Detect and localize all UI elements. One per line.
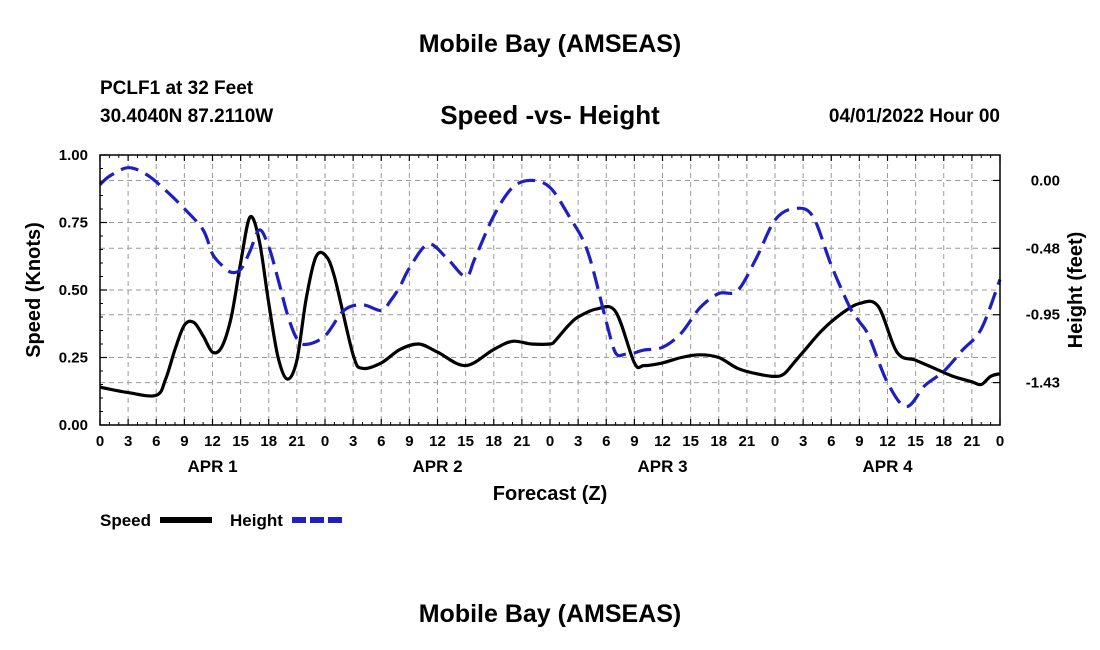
x-tick-label: 15 [907,433,924,450]
legend: Speed Height [100,511,342,530]
chart-title-bottom: Mobile Bay (AMSEAS) [418,600,682,628]
x-tick-label: 15 [232,433,249,450]
chart-subtitle: Speed -vs- Height [440,100,660,130]
x-tick-label: 6 [152,433,160,450]
height-series-line [98,166,1002,409]
x-tick-label: 0 [996,433,1004,450]
station-label: PCLF1 at 32 Feet [100,78,254,99]
x-tick-label: 9 [180,433,188,450]
x-tick-label: 9 [855,433,863,450]
day-label: APR 1 [187,457,237,476]
x-tick-label: 0 [321,433,329,450]
day-label: APR 3 [637,457,687,476]
axis-layer: 0 3 6 9 12 15 18 21 0 3 6 9 12 15 18 21 0 3 6 9 12 15 18 21 0 3 6 9… [59,147,1060,476]
speed-height-chart: 0 3 6 9 12 15 18 21 0 3 6 9 12 15 18 21 0 3 6 9 12 15 18 21 0 3 6 9… [23,147,1087,530]
x-tick-label: 3 [124,433,132,450]
speed-series-line [99,214,1001,398]
y-right-tick-label: -0.48 [1026,240,1060,257]
x-tick-label: 21 [289,433,306,450]
x-tick-label: 6 [602,433,610,450]
x-tick-label: 9 [630,433,638,450]
y-left-tick-label: 0.50 [59,282,88,299]
forecast-datetime: 04/01/2022 Hour 00 [828,106,1000,127]
x-tick-label: 18 [935,433,952,450]
legend-speed-label: Speed [100,511,151,530]
day-label: APR 2 [412,457,462,476]
x-tick-label: 18 [260,433,277,450]
x-tick-label: 12 [654,433,671,450]
y-left-tick-label: 0.75 [59,215,88,232]
x-tick-label: 6 [827,433,835,450]
x-tick-label: 15 [682,433,699,450]
legend-height-label: Height [230,511,283,530]
x-tick-label: 12 [204,433,221,450]
x-tick-label: 15 [457,433,474,450]
y-left-tick-label: 0.00 [59,417,88,434]
x-tick-label: 3 [574,433,582,450]
y-left-tick-label: 1.00 [59,147,88,164]
series-layer [98,166,1002,409]
x-tick-label: 18 [485,433,502,450]
x-tick-label: 3 [799,433,807,450]
coordinates-label: 30.4040N 87.2110W [100,106,274,127]
y-right-tick-label: -1.43 [1026,375,1060,392]
x-tick-label: 0 [96,433,104,450]
x-tick-label: 12 [879,433,896,450]
x-tick-label: 0 [771,433,779,450]
x-tick-label: 0 [546,433,554,450]
y-axis-left-label: Speed (Knots) [23,222,45,358]
day-label: APR 4 [862,457,913,476]
x-tick-label: 3 [349,433,357,450]
y-right-tick-label: -0.95 [1026,307,1060,324]
x-tick-label: 18 [710,433,727,450]
x-tick-label: 21 [964,433,981,450]
y-axis-right-label: Height (feet) [1065,232,1087,349]
x-tick-label: 6 [377,433,385,450]
x-tick-label: 9 [405,433,413,450]
y-left-tick-label: 0.25 [59,350,88,367]
x-tick-label: 12 [429,433,446,450]
x-axis-label: Forecast (Z) [493,483,607,505]
chart-title-top: Mobile Bay (AMSEAS) [418,30,682,58]
x-tick-label: 21 [739,433,756,450]
y-right-tick-label: 0.00 [1031,172,1060,189]
x-tick-label: 21 [514,433,531,450]
